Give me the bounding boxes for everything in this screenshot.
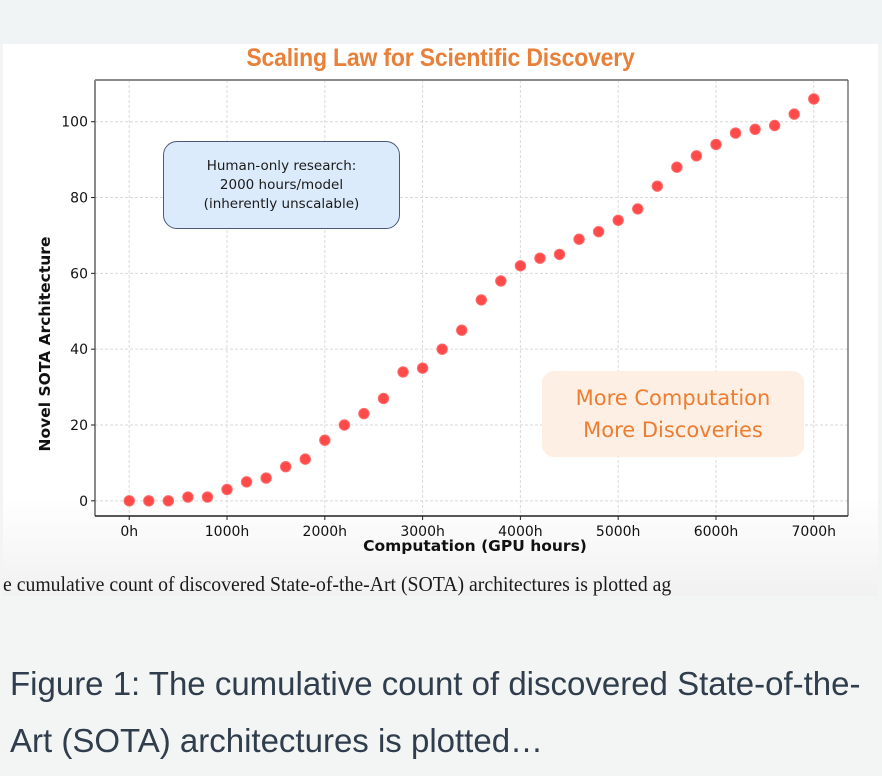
data-point — [808, 93, 820, 105]
paper-caption-snippet: e cumulative count of discovered State-o… — [3, 572, 672, 596]
scatter-chart: 0h 1000h 2000h 3000h 4000h 5000h 6000h 7000h 0 20… — [61, 79, 849, 540]
data-point — [358, 407, 370, 420]
data-point — [592, 225, 605, 238]
data-point — [182, 491, 194, 503]
x-axis-label: Computation (GPU hours) — [363, 537, 587, 555]
data-point — [260, 472, 272, 484]
data-point — [690, 150, 703, 162]
figure-caption: Figure 1: The cumulative count of discov… — [10, 665, 861, 759]
data-point — [221, 483, 233, 496]
y-tick-label: 0 — [79, 494, 88, 510]
x-tick-label: 5000h — [596, 524, 641, 540]
data-point — [514, 260, 527, 272]
annotation-line: More Discoveries — [583, 418, 763, 442]
data-point — [201, 491, 214, 503]
data-point — [377, 392, 390, 405]
data-point — [416, 362, 429, 374]
y-tick-label: 100 — [61, 115, 88, 131]
data-point — [553, 248, 566, 261]
data-point — [710, 138, 722, 151]
data-point — [338, 419, 351, 431]
data-point — [573, 233, 585, 245]
data-point — [495, 275, 507, 287]
y-axis-label: Novel SOTA Architecture — [36, 236, 54, 452]
data-point — [319, 434, 331, 446]
x-tick-label: 2000h — [303, 524, 348, 540]
annotation-more-computation: More Computation More Discoveries — [542, 371, 804, 457]
data-point — [162, 495, 175, 507]
x-tick-label: 0h — [120, 524, 138, 540]
data-point — [768, 119, 781, 132]
annotation-line: More Computation — [575, 386, 771, 410]
x-tick-label: 6000h — [694, 524, 739, 540]
x-tick-label: 3000h — [400, 524, 445, 540]
data-point — [397, 366, 409, 378]
data-point — [475, 294, 487, 306]
data-point — [436, 343, 448, 355]
annotation-line: 2000 hours/model — [219, 176, 344, 193]
data-point — [143, 495, 155, 507]
x-tick-label: 4000h — [498, 524, 543, 540]
data-point — [729, 127, 742, 139]
annotation-human-only: Human-only research: 2000 hours/model (i… — [163, 141, 400, 229]
data-point — [534, 252, 546, 264]
data-point — [456, 324, 468, 336]
annotation-line: (inherently unscalable) — [203, 195, 360, 212]
axes-frame — [94, 79, 849, 517]
y-tick-label: 20 — [70, 418, 88, 434]
y-tick-label: 40 — [70, 342, 88, 358]
data-point — [788, 108, 800, 120]
annotation-line: Human-only research: — [206, 157, 357, 174]
data-point — [612, 214, 624, 226]
data-point — [632, 203, 644, 215]
data-point — [123, 495, 135, 507]
data-point — [279, 461, 292, 473]
y-tick-label: 80 — [70, 191, 88, 207]
data-points — [123, 93, 820, 507]
x-tick-label: 7000h — [792, 524, 837, 540]
data-point — [671, 161, 683, 173]
data-point — [299, 453, 311, 465]
data-point — [651, 180, 664, 192]
data-point — [240, 476, 253, 488]
y-tick-label: 60 — [70, 266, 88, 282]
figure-image: Scaling Law for Scientific Discovery 0h 1… — [3, 44, 878, 596]
data-point — [749, 123, 761, 135]
x-tick-label: 1000h — [205, 524, 250, 540]
page-top-band — [0, 0, 882, 44]
axis-ticks: 0h 1000h 2000h 3000h 4000h 5000h 6000h 7000h 0 20… — [61, 115, 836, 540]
chart-title: Scaling Law for Scientific Discovery — [246, 44, 635, 72]
